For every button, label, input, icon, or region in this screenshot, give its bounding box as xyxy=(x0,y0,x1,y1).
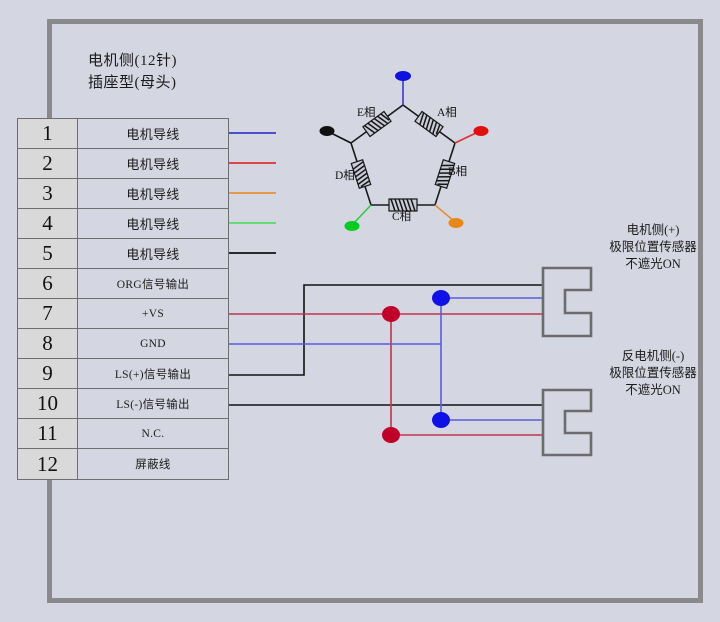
junction-vs-upper xyxy=(382,306,400,322)
pin-number: 10 xyxy=(18,389,78,418)
sensor-minus-line2: 极限位置传感器 xyxy=(609,366,697,380)
pin-label: GND xyxy=(140,337,166,350)
green-terminal xyxy=(344,221,360,231)
pin-label: N.C. xyxy=(141,427,165,440)
table-row[interactable]: 4 电机导线 xyxy=(18,209,228,239)
phase-label-e: E相 xyxy=(357,107,376,119)
terminal-lead-red xyxy=(454,131,479,144)
pin-number: 9 xyxy=(18,359,78,388)
sensor-plus-line3: 不遮光ON xyxy=(625,257,681,271)
sensor-minus-label: 反电机侧(-) 极限位置传感器 不遮光ON xyxy=(592,348,714,399)
pin-label: 屏蔽线 xyxy=(135,459,171,471)
pin-label: ORG信号输出 xyxy=(116,278,190,291)
page-title-line2: 插座型(母头) xyxy=(88,75,177,91)
pin-label: 电机导线 xyxy=(126,127,180,142)
sensor-minus-line1: 反电机侧(-) xyxy=(621,349,685,363)
table-row[interactable]: 11 N.C. xyxy=(18,419,228,449)
blue-terminal xyxy=(395,71,411,81)
pin-label: 电机导线 xyxy=(126,247,180,262)
page-title: 电机侧(12针) 插座型(母头) xyxy=(88,50,177,94)
pin-number: 11 xyxy=(18,419,78,448)
table-row[interactable]: 10 LS(-)信号输出 xyxy=(18,389,228,419)
pinout-table: 1 电机导线 2 电机导线 3 电机导线 4 电机导线 5 电机导线 6 ORG… xyxy=(17,118,229,480)
pin-number: 7 xyxy=(18,299,78,328)
red-terminal xyxy=(473,126,489,136)
pin-number: 1 xyxy=(18,119,78,148)
junction-gnd-upper xyxy=(432,290,450,306)
phase-label-c: C相 xyxy=(392,211,412,223)
pin-number: 8 xyxy=(18,329,78,358)
table-row[interactable]: 12 屏蔽线 xyxy=(18,449,228,479)
black-terminal xyxy=(319,126,335,136)
orange-terminal xyxy=(448,218,464,228)
wire-gnd-branch xyxy=(440,297,543,344)
phase-label-a: A相 xyxy=(437,107,457,119)
phase-label-d: D相 xyxy=(335,170,355,182)
pin-number: 3 xyxy=(18,179,78,208)
table-row[interactable]: 3 电机导线 xyxy=(18,179,228,209)
page-title-line1: 电机侧(12针) xyxy=(88,53,177,69)
junction-vs-lower xyxy=(382,427,400,443)
pin-number: 5 xyxy=(18,239,78,268)
pin-number: 2 xyxy=(18,149,78,178)
wire-ls-plus xyxy=(229,284,543,376)
pin-number: 4 xyxy=(18,209,78,238)
pin-label: 电机导线 xyxy=(126,157,180,172)
pin-label: LS(+)信号输出 xyxy=(114,368,192,381)
terminal-lead-green xyxy=(352,204,372,225)
wire-gnd-branch-lower xyxy=(440,344,543,421)
pentagon-winding xyxy=(319,71,489,231)
coil-c xyxy=(388,198,418,212)
pentagon-outline xyxy=(350,104,456,206)
coil-d xyxy=(350,159,372,189)
pin-number: 6 xyxy=(18,269,78,298)
sensor-plus-line1: 电机侧(+) xyxy=(626,223,680,237)
table-row[interactable]: 7 +VS xyxy=(18,299,228,329)
terminal-lead-orange xyxy=(434,204,455,222)
coil-e xyxy=(362,110,392,138)
pin-label: LS(-)信号输出 xyxy=(116,398,190,411)
table-row[interactable]: 9 LS(+)信号输出 xyxy=(18,359,228,389)
table-row[interactable]: 1 电机导线 xyxy=(18,119,228,149)
sensor-plus-label: 电机侧(+) 极限位置传感器 不遮光ON xyxy=(598,222,708,273)
sensor-plus-body xyxy=(541,266,593,338)
sensor-minus-body xyxy=(541,388,593,457)
table-row[interactable]: 8 GND xyxy=(18,329,228,359)
pin-label: 电机导线 xyxy=(126,187,180,202)
table-row[interactable]: 5 电机导线 xyxy=(18,239,228,269)
wire-vs-branch xyxy=(390,314,543,436)
phase-label-b: B相 xyxy=(448,166,468,178)
table-row[interactable]: 2 电机导线 xyxy=(18,149,228,179)
pin-label: 电机导线 xyxy=(126,217,180,232)
table-row[interactable]: 6 ORG信号输出 xyxy=(18,269,228,299)
coil-b xyxy=(434,159,456,189)
sensor-plus-line2: 极限位置传感器 xyxy=(609,240,697,254)
coil-a xyxy=(414,110,444,138)
junction-gnd-lower xyxy=(432,412,450,428)
sensor-minus-line3: 不遮光ON xyxy=(625,383,681,397)
pin-number: 12 xyxy=(18,449,78,479)
pin-label: +VS xyxy=(141,307,165,320)
